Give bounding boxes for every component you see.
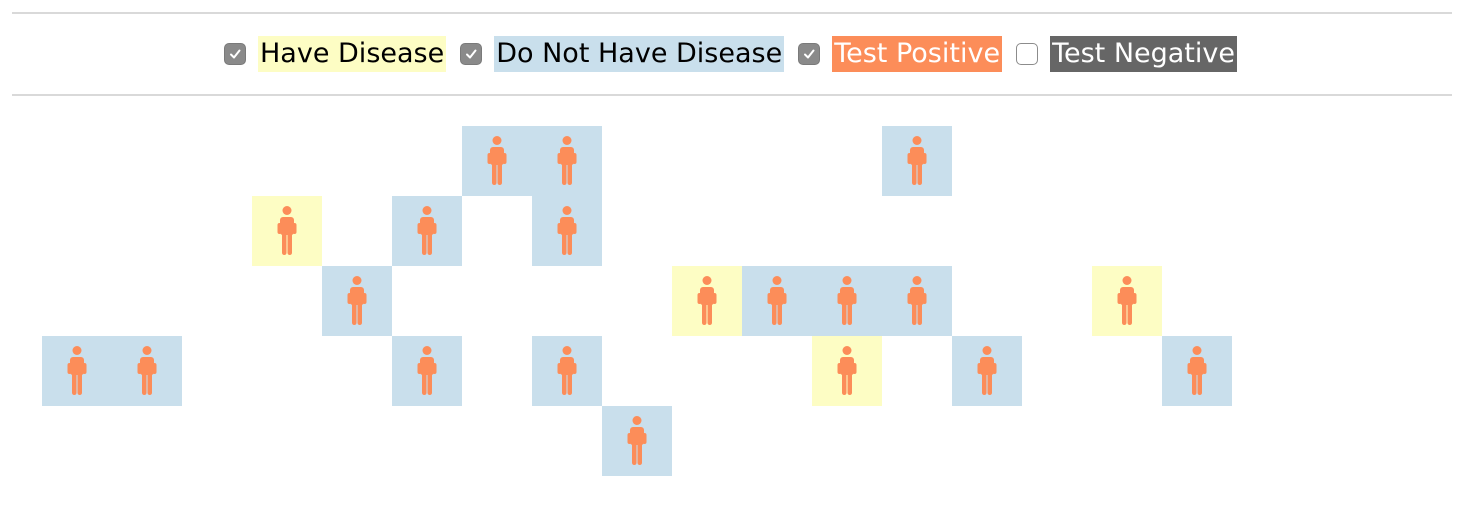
legend-item-test-negative[interactable]: Test Negative: [1016, 36, 1237, 72]
person-icon: [417, 206, 437, 255]
person-icon: [697, 276, 717, 325]
person-icon: [557, 206, 577, 255]
person-icon: [1117, 276, 1137, 325]
checkmark-icon: [230, 49, 241, 59]
no-disease-label: Do Not Have Disease: [494, 36, 785, 72]
checkmark-icon: [466, 49, 477, 59]
person-icon: [977, 346, 997, 395]
person-cell: [672, 266, 742, 336]
no-disease-checkbox[interactable]: [460, 43, 483, 65]
person-icon: [837, 276, 857, 325]
person-cell: [392, 196, 462, 266]
legend-item-have-disease[interactable]: Have Disease: [224, 36, 447, 72]
population-grid: [42, 126, 1442, 476]
checkmark-icon: [804, 49, 815, 59]
person-icon: [417, 346, 437, 395]
test-positive-label: Test Positive: [832, 36, 1003, 72]
legend-item-no-disease[interactable]: Do Not Have Disease: [460, 36, 785, 72]
test-negative-label: Test Negative: [1050, 36, 1237, 72]
person-icon: [67, 346, 87, 395]
person-cell: [812, 336, 882, 406]
person-cell: [532, 336, 602, 406]
have-disease-checkbox[interactable]: [224, 43, 246, 65]
person-cell: [882, 266, 952, 336]
person-icon: [557, 346, 577, 395]
person-cell: [742, 266, 812, 336]
test-positive-checkbox[interactable]: [798, 43, 821, 65]
person-icon: [277, 206, 297, 255]
person-icon: [1187, 346, 1207, 395]
have-disease-label: Have Disease: [258, 36, 447, 72]
person-cell: [532, 126, 602, 196]
person-icon: [347, 276, 367, 325]
person-cell: [602, 406, 672, 476]
person-cell: [42, 336, 112, 406]
person-icon: [487, 136, 507, 185]
person-icon: [627, 416, 647, 465]
person-icon: [907, 276, 927, 325]
person-cell: [952, 336, 1022, 406]
person-cell: [462, 126, 532, 196]
bottom-divider: [12, 94, 1452, 96]
top-divider: [12, 12, 1452, 14]
person-icon: [767, 276, 787, 325]
person-cell: [252, 196, 322, 266]
person-cell: [112, 336, 182, 406]
person-icon: [837, 346, 857, 395]
person-cell: [392, 336, 462, 406]
person-cell: [1092, 266, 1162, 336]
person-cell: [882, 126, 952, 196]
legend-filter-bar: Have Disease Do Not Have Disease Test Po…: [0, 36, 1468, 72]
person-icon: [137, 346, 157, 395]
person-icon: [907, 136, 927, 185]
person-cell: [812, 266, 882, 336]
person-icon: [557, 136, 577, 185]
person-cell: [1162, 336, 1232, 406]
person-cell: [532, 196, 602, 266]
legend-item-test-positive[interactable]: Test Positive: [798, 36, 1003, 72]
test-negative-checkbox[interactable]: [1016, 43, 1039, 65]
person-cell: [322, 266, 392, 336]
